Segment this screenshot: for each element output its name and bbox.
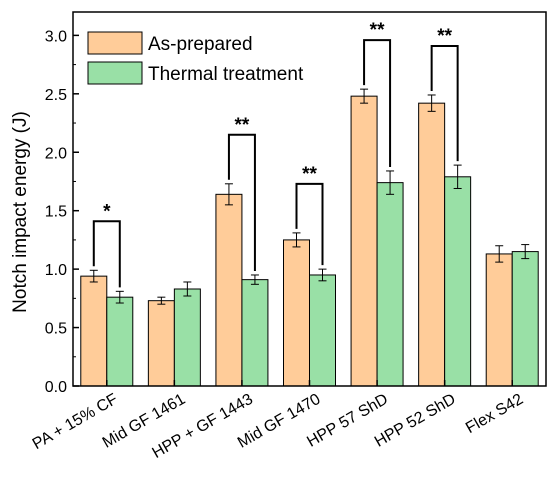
y-tick-label: 2.5 (45, 87, 67, 104)
bar-thermal-treatment (173, 288, 201, 387)
bar-thermal-treatment (511, 251, 539, 387)
bar-as-prepared (215, 193, 243, 387)
bar-as-prepared (283, 239, 310, 387)
significance-label: ** (437, 26, 452, 47)
bars-layer (80, 95, 539, 387)
bar-thermal-treatment (106, 296, 134, 387)
bar-as-prepared (485, 253, 513, 387)
significance-label: ** (302, 164, 317, 185)
significance-label: ** (370, 20, 385, 41)
y-tick-label: 3.0 (45, 28, 67, 45)
legend-label: Thermal treatment (148, 64, 304, 85)
bar-thermal-treatment (444, 176, 472, 387)
error-bars-layer (89, 88, 530, 305)
legend-swatch (87, 31, 143, 55)
significance-label: ** (235, 115, 250, 136)
significance-bracket (295, 182, 324, 266)
y-tick-label: 2.0 (45, 145, 67, 162)
legend-swatch (87, 61, 143, 85)
y-tick-label: 0.0 (45, 379, 67, 396)
bar-as-prepared (80, 275, 108, 387)
significance-bracket (92, 220, 121, 288)
bar-as-prepared (418, 102, 446, 387)
y-tick-label: 1.5 (45, 204, 67, 221)
significance-label: * (103, 201, 111, 222)
significance-bracket (430, 44, 459, 162)
y-axis-title: Notch impact energy (J) (10, 111, 31, 313)
significance-bracket (227, 133, 256, 271)
legend: As-prepared Thermal treatment (87, 31, 304, 85)
bar-thermal-treatment (241, 279, 269, 387)
significance-bracket (363, 39, 392, 167)
significance-layer: ******* ** (92, 20, 459, 288)
bar-thermal-treatment (309, 274, 336, 387)
bar-as-prepared (147, 300, 175, 387)
y-tick-label: 1.0 (45, 262, 67, 279)
bar-as-prepared (350, 95, 378, 387)
bar-thermal-treatment (376, 182, 404, 387)
legend-label: As-prepared (148, 34, 253, 55)
y-tick-label: 0.5 (45, 321, 67, 338)
